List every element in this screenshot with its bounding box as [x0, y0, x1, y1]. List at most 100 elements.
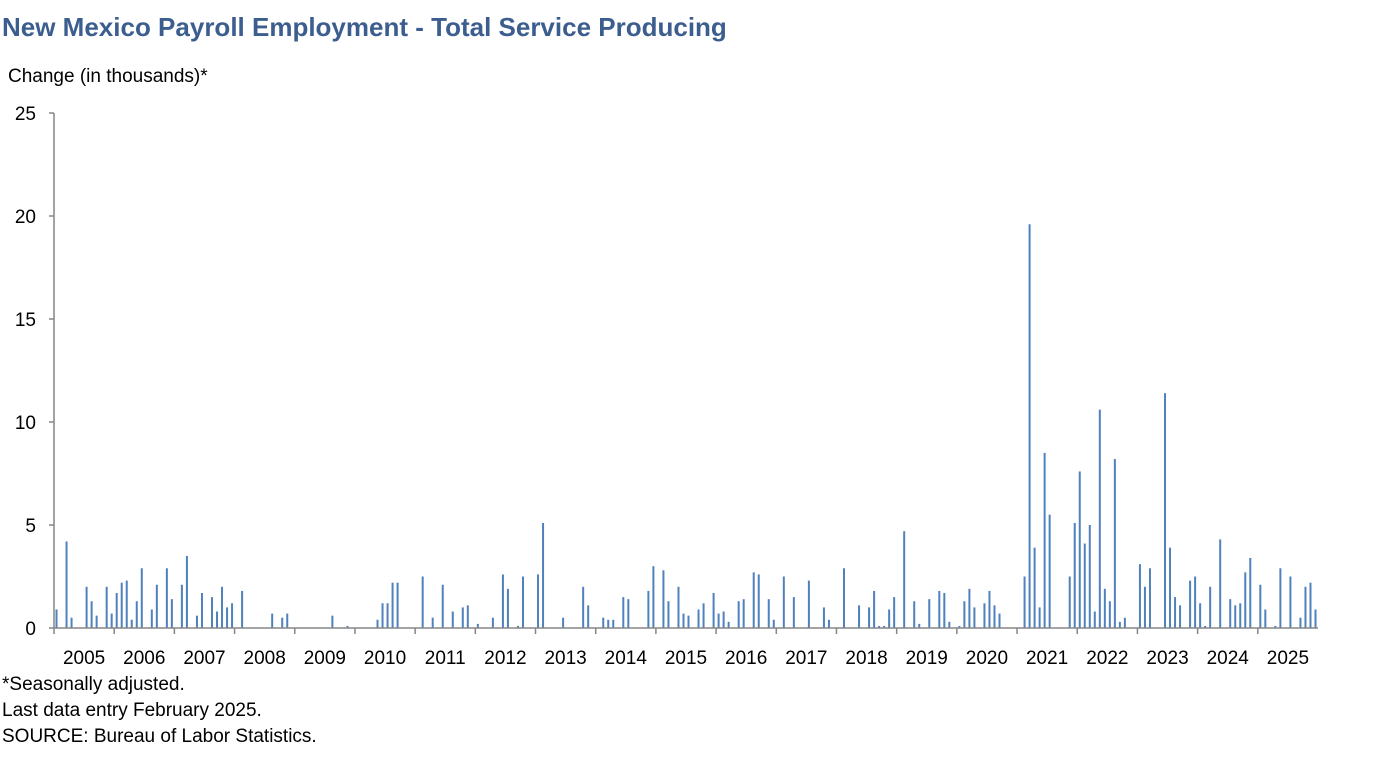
bar: [1194, 576, 1197, 628]
y-axis-label: Change (in thousands)*: [8, 66, 208, 87]
bar: [1033, 547, 1036, 628]
bar: [1174, 597, 1177, 628]
bar: [627, 599, 630, 628]
x-tick-label: 2005: [63, 648, 105, 669]
bar: [727, 621, 730, 628]
bar: [441, 584, 444, 628]
bar: [883, 625, 886, 628]
bar: [346, 625, 349, 628]
bar: [1219, 539, 1222, 628]
bar: [667, 601, 670, 628]
bar: [396, 582, 399, 628]
bar: [170, 599, 173, 628]
bar: [115, 592, 118, 628]
bar: [622, 597, 625, 628]
bar: [652, 566, 655, 628]
bar: [752, 572, 755, 628]
bar: [868, 607, 871, 628]
bar: [948, 621, 951, 628]
y-tick-label: 25: [15, 104, 36, 125]
bar: [231, 603, 234, 628]
bar: [431, 617, 434, 628]
bar: [1068, 576, 1071, 628]
bar: [938, 590, 941, 628]
x-tick-label: 2015: [665, 648, 707, 669]
x-tick-label: 2019: [906, 648, 948, 669]
bar: [1279, 568, 1282, 628]
bar: [155, 584, 158, 628]
bar: [822, 607, 825, 628]
bar: [381, 603, 384, 628]
bar: [873, 590, 876, 628]
bar: [647, 590, 650, 628]
bar: [1239, 603, 1242, 628]
bar: [506, 588, 509, 628]
bar: [1023, 576, 1026, 628]
bar: [125, 580, 128, 628]
bar: [1073, 522, 1076, 628]
bar: [241, 590, 244, 628]
bar: [737, 601, 740, 628]
bar: [1143, 586, 1146, 628]
bar: [1083, 543, 1086, 628]
bar: [562, 617, 565, 628]
bar: [1204, 625, 1207, 628]
x-tick-label: 2020: [966, 648, 1008, 669]
bar: [1314, 609, 1317, 628]
x-tick-label: 2024: [1207, 648, 1250, 669]
bar: [386, 603, 389, 628]
bar: [587, 605, 590, 628]
bar: [702, 603, 705, 628]
bar: [65, 541, 68, 628]
bar: [717, 613, 720, 628]
bar: [110, 613, 113, 628]
bar: [1164, 393, 1167, 628]
bar: [1289, 576, 1292, 628]
bar: [537, 574, 540, 628]
x-tick-label: 2025: [1267, 648, 1309, 669]
bar: [1304, 586, 1307, 628]
bar: [1078, 471, 1081, 628]
y-tick-label: 15: [15, 310, 36, 331]
bar: [1093, 611, 1096, 628]
notes-block: *Seasonally adjusted. Last data entry Fe…: [2, 672, 317, 750]
bar: [501, 574, 504, 628]
bar: [1043, 452, 1046, 628]
chart-title: New Mexico Payroll Employment - Total Se…: [2, 12, 727, 42]
bar: [221, 586, 224, 628]
bar: [858, 605, 861, 628]
bar: [1249, 557, 1252, 628]
bar: [1229, 599, 1232, 628]
bar: [421, 576, 424, 628]
bar: [878, 625, 881, 628]
bar: [140, 568, 143, 628]
bar: [95, 615, 98, 628]
note-source: SOURCE: Bureau of Labor Statistics.: [2, 726, 317, 747]
bar: [607, 619, 610, 628]
x-tick-label: 2016: [725, 648, 767, 669]
bars-group: [55, 224, 1317, 629]
bar: [712, 592, 715, 628]
bar: [1179, 605, 1182, 628]
bar: [742, 599, 745, 628]
bar: [1309, 582, 1312, 628]
bar: [757, 574, 760, 628]
bar: [998, 613, 1001, 628]
bar: [722, 611, 725, 628]
bar: [226, 607, 229, 628]
bar: [1259, 584, 1262, 628]
x-tick-label: 2013: [544, 648, 586, 669]
bar: [1118, 621, 1121, 628]
bar: [150, 609, 153, 628]
x-tick-label: 2011: [425, 648, 466, 669]
bar: [1038, 607, 1041, 628]
bar: [612, 619, 615, 628]
bar: [55, 609, 58, 628]
bar: [772, 619, 775, 628]
bar: [963, 601, 966, 628]
x-tick-label: 2021: [1026, 648, 1068, 669]
y-tick-label: 5: [25, 516, 36, 537]
bar: [792, 597, 795, 628]
bar: [807, 580, 810, 628]
